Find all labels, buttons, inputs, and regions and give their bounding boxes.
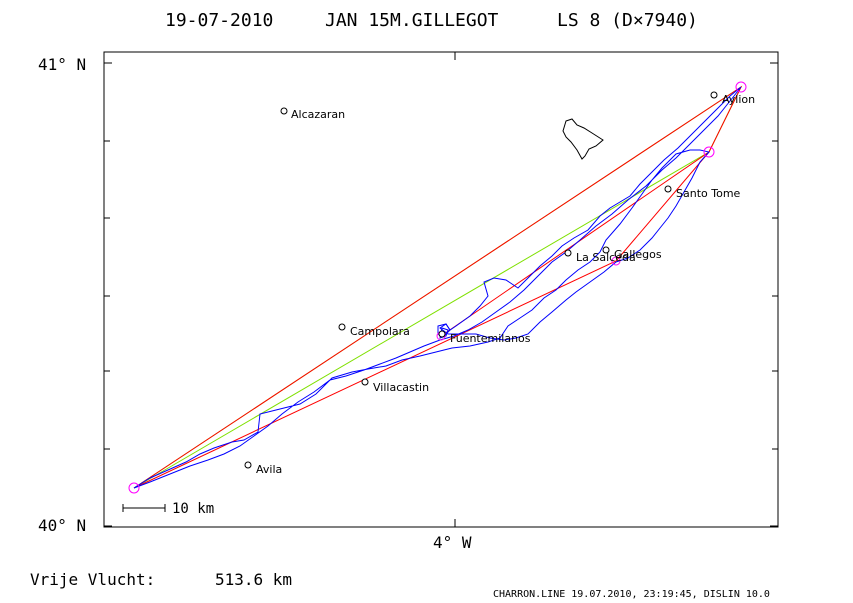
lat-label-bottom: 40° N xyxy=(38,516,86,535)
turnpoint-start xyxy=(128,482,140,494)
place-label-fuentemilanos: Fuentemilanos xyxy=(450,332,531,345)
place-marker-la-salceda xyxy=(564,249,572,257)
map-frame xyxy=(103,51,779,528)
glider-id: LS 8 (D×7940) xyxy=(557,10,698,31)
scale-bar-label: 10 km xyxy=(172,501,214,517)
place-label-aylion: Aylion xyxy=(722,93,755,106)
turnpoint-ayllon xyxy=(735,81,747,93)
turnpoint-santo-tome xyxy=(703,146,715,158)
place-labels: Alcazaran Aylion Santo Tome Gallegos La … xyxy=(256,93,755,476)
flight-legs xyxy=(133,85,743,489)
credit-line: CHARRON.LINE 19.07.2010, 23:19:45, DISLI… xyxy=(493,589,770,600)
lon-label-center: 4° W xyxy=(433,533,472,552)
place-marker-fuentemilanos xyxy=(438,330,446,338)
place-label-campolara: Campolara xyxy=(350,325,410,338)
turnpoint-gallegos xyxy=(611,256,621,266)
lat-label-top: 41° N xyxy=(38,55,86,74)
pilot-name: JAN 15M.GILLEGOT xyxy=(325,10,499,31)
place-label-villacastin: Villacastin xyxy=(373,381,429,394)
place-label-la-salceda: La Salceda xyxy=(576,251,636,264)
axis-ticks xyxy=(104,52,778,527)
place-markers xyxy=(244,91,718,469)
distance-value: 513.6 km xyxy=(215,570,292,589)
place-marker-gallegos xyxy=(602,246,610,254)
distance-label: Vrije Vlucht: xyxy=(30,570,155,589)
place-label-alcazaran: Alcazaran xyxy=(291,108,345,121)
flight-date: 19-07-2010 xyxy=(165,10,273,31)
place-marker-aylion xyxy=(710,91,718,99)
scale-bar xyxy=(122,504,166,512)
place-marker-alcazaran xyxy=(280,107,288,115)
place-label-santo-tome: Santo Tome xyxy=(676,187,741,200)
place-marker-campolara xyxy=(338,323,346,331)
place-marker-villacastin xyxy=(361,378,369,386)
lake-outline xyxy=(562,118,604,160)
place-marker-avila xyxy=(244,461,252,469)
place-label-avila: Avila xyxy=(256,463,282,476)
place-marker-santo-tome xyxy=(664,185,672,193)
place-label-gallegos: Gallegos xyxy=(614,248,662,261)
